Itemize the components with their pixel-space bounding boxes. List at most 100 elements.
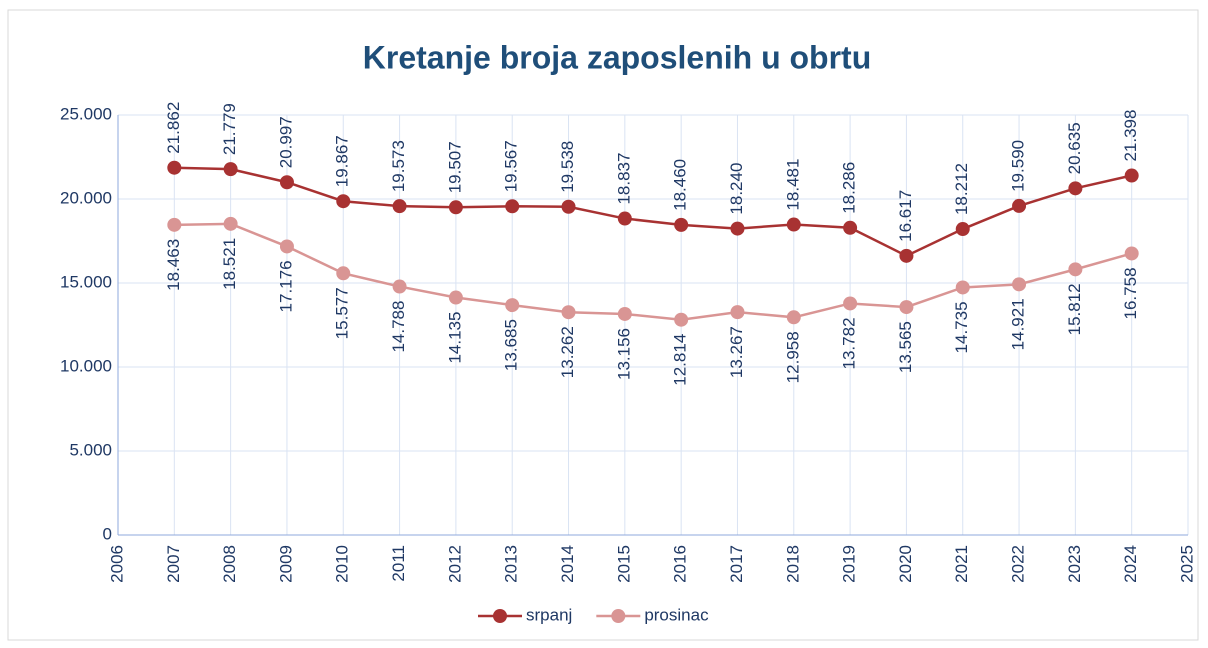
data-label: 19.573 bbox=[389, 140, 408, 192]
data-point bbox=[1124, 246, 1139, 261]
data-label: 18.460 bbox=[671, 159, 690, 211]
data-point bbox=[843, 296, 858, 311]
data-point bbox=[561, 199, 576, 214]
data-label: 14.735 bbox=[952, 301, 971, 353]
data-point bbox=[1012, 277, 1027, 292]
x-tick-label: 2017 bbox=[727, 545, 746, 583]
series-line bbox=[174, 166, 1132, 258]
x-tick-label: 2013 bbox=[502, 545, 521, 583]
data-point bbox=[730, 221, 745, 236]
x-tick-label: 2019 bbox=[840, 545, 859, 583]
data-label: 20.997 bbox=[276, 116, 295, 168]
data-label: 19.507 bbox=[445, 141, 464, 193]
data-label: 12.814 bbox=[671, 334, 690, 386]
data-label: 17.176 bbox=[276, 260, 295, 312]
x-tick-label: 2012 bbox=[445, 545, 464, 583]
data-label: 18.463 bbox=[164, 239, 183, 291]
data-label: 18.212 bbox=[952, 163, 971, 215]
legend-marker bbox=[611, 609, 626, 623]
data-point bbox=[955, 280, 970, 295]
y-tick-label: 15.000 bbox=[60, 272, 112, 291]
data-point bbox=[279, 239, 294, 254]
x-tick-label: 2010 bbox=[333, 545, 352, 583]
y-tick-label: 10.000 bbox=[60, 356, 112, 375]
data-label: 18.521 bbox=[220, 238, 239, 290]
data-point bbox=[955, 222, 970, 237]
data-point bbox=[505, 199, 520, 214]
data-label: 19.590 bbox=[1009, 140, 1028, 192]
x-tick-label: 2021 bbox=[952, 545, 971, 583]
x-tick-label: 2009 bbox=[276, 545, 295, 583]
data-point bbox=[392, 199, 407, 214]
data-point bbox=[617, 211, 632, 226]
data-label: 18.837 bbox=[614, 153, 633, 205]
x-tick-label: 2015 bbox=[614, 545, 633, 583]
data-point bbox=[730, 305, 745, 320]
data-label: 14.921 bbox=[1009, 298, 1028, 350]
y-tick-label: 20.000 bbox=[60, 188, 112, 207]
data-label: 21.862 bbox=[164, 102, 183, 154]
data-label: 21.398 bbox=[1121, 110, 1140, 162]
data-point bbox=[786, 217, 801, 232]
data-point bbox=[279, 175, 294, 190]
x-tick-label: 2007 bbox=[164, 545, 183, 583]
data-point bbox=[448, 200, 463, 215]
data-label: 14.788 bbox=[389, 301, 408, 353]
data-label: 15.577 bbox=[333, 287, 352, 339]
data-label: 19.867 bbox=[333, 135, 352, 187]
x-tick-label: 2008 bbox=[220, 545, 239, 583]
data-label: 19.567 bbox=[502, 140, 521, 192]
x-tick-label: 2024 bbox=[1121, 545, 1140, 583]
data-point bbox=[1068, 181, 1083, 196]
data-label: 13.156 bbox=[614, 328, 633, 380]
data-point bbox=[1068, 262, 1083, 277]
data-point bbox=[1012, 198, 1027, 213]
data-label: 21.779 bbox=[220, 103, 239, 155]
data-label: 16.758 bbox=[1121, 267, 1140, 319]
series-line bbox=[174, 222, 1133, 321]
data-point bbox=[674, 312, 689, 327]
data-point bbox=[617, 306, 632, 321]
data-point bbox=[561, 305, 576, 320]
data-point bbox=[167, 160, 182, 175]
x-tick-label: 2025 bbox=[1177, 545, 1196, 583]
data-point bbox=[1124, 168, 1139, 183]
legend-label: srpanj bbox=[526, 605, 572, 624]
data-label: 18.286 bbox=[840, 162, 859, 214]
x-tick-label: 2020 bbox=[896, 545, 915, 583]
data-label: 18.481 bbox=[783, 159, 802, 211]
y-tick-label: 25.000 bbox=[60, 104, 112, 123]
data-point bbox=[786, 310, 801, 325]
x-tick-label: 2006 bbox=[107, 545, 126, 583]
data-label: 12.958 bbox=[783, 331, 802, 383]
data-label: 15.812 bbox=[1065, 283, 1084, 335]
data-point bbox=[505, 298, 520, 313]
data-label: 18.240 bbox=[727, 163, 746, 215]
data-label: 13.267 bbox=[727, 326, 746, 378]
data-label: 19.538 bbox=[558, 141, 577, 193]
data-label: 13.262 bbox=[558, 326, 577, 378]
data-point bbox=[392, 279, 407, 294]
x-tick-label: 2022 bbox=[1009, 545, 1028, 583]
data-label: 13.782 bbox=[840, 317, 859, 369]
x-tick-label: 2016 bbox=[671, 545, 690, 583]
legend-label: prosinac bbox=[644, 605, 709, 624]
data-point bbox=[674, 217, 689, 232]
data-point bbox=[448, 290, 463, 305]
data-label: 16.617 bbox=[896, 190, 915, 242]
x-tick-label: 2011 bbox=[389, 545, 408, 582]
data-label: 14.135 bbox=[445, 312, 464, 364]
data-point bbox=[167, 217, 182, 232]
x-tick-label: 2023 bbox=[1065, 545, 1084, 583]
data-point bbox=[223, 162, 238, 177]
legend-marker bbox=[493, 609, 507, 623]
data-point bbox=[223, 216, 238, 231]
data-point bbox=[843, 220, 858, 235]
y-tick-label: 0 bbox=[103, 524, 112, 543]
chart-title: Kretanje broja zaposlenih u obrtu bbox=[363, 39, 872, 75]
data-point bbox=[899, 248, 914, 263]
data-point bbox=[336, 266, 351, 281]
data-point bbox=[899, 300, 914, 315]
y-tick-label: 5.000 bbox=[69, 440, 112, 459]
data-label: 13.685 bbox=[502, 319, 521, 371]
